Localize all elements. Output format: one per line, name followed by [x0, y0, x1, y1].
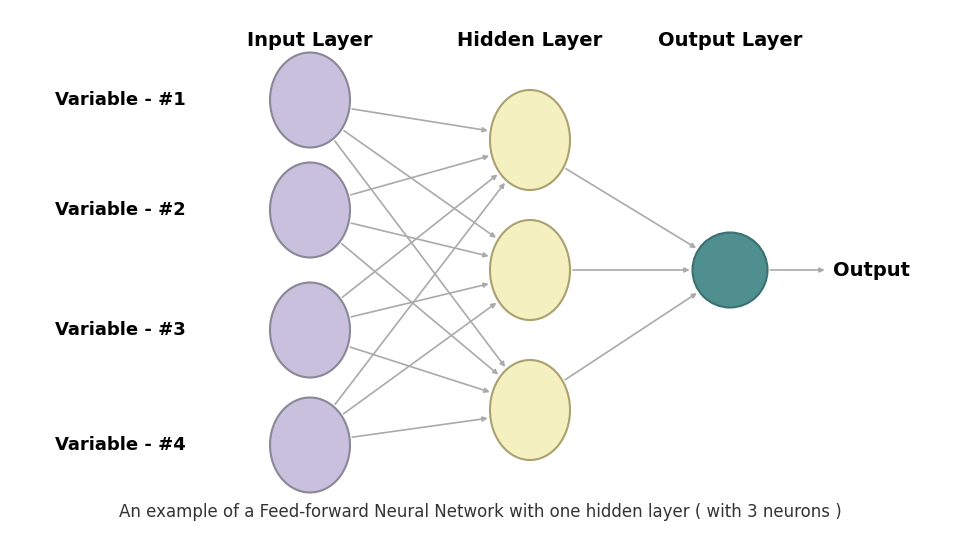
- Text: Variable - #2: Variable - #2: [55, 201, 185, 219]
- Text: Variable - #1: Variable - #1: [55, 91, 185, 109]
- Ellipse shape: [490, 90, 570, 190]
- Ellipse shape: [270, 282, 350, 377]
- Text: Hidden Layer: Hidden Layer: [457, 30, 603, 50]
- Text: Input Layer: Input Layer: [248, 30, 372, 50]
- Text: Variable - #4: Variable - #4: [55, 436, 185, 454]
- Ellipse shape: [490, 360, 570, 460]
- Ellipse shape: [270, 52, 350, 147]
- Text: Output: Output: [832, 260, 909, 280]
- Text: Output Layer: Output Layer: [658, 30, 803, 50]
- Ellipse shape: [270, 163, 350, 258]
- Text: An example of a Feed-forward Neural Network with one hidden layer ( with 3 neuro: An example of a Feed-forward Neural Netw…: [119, 503, 841, 521]
- Ellipse shape: [490, 220, 570, 320]
- Ellipse shape: [270, 397, 350, 492]
- Text: Variable - #3: Variable - #3: [55, 321, 185, 339]
- Ellipse shape: [692, 233, 767, 307]
